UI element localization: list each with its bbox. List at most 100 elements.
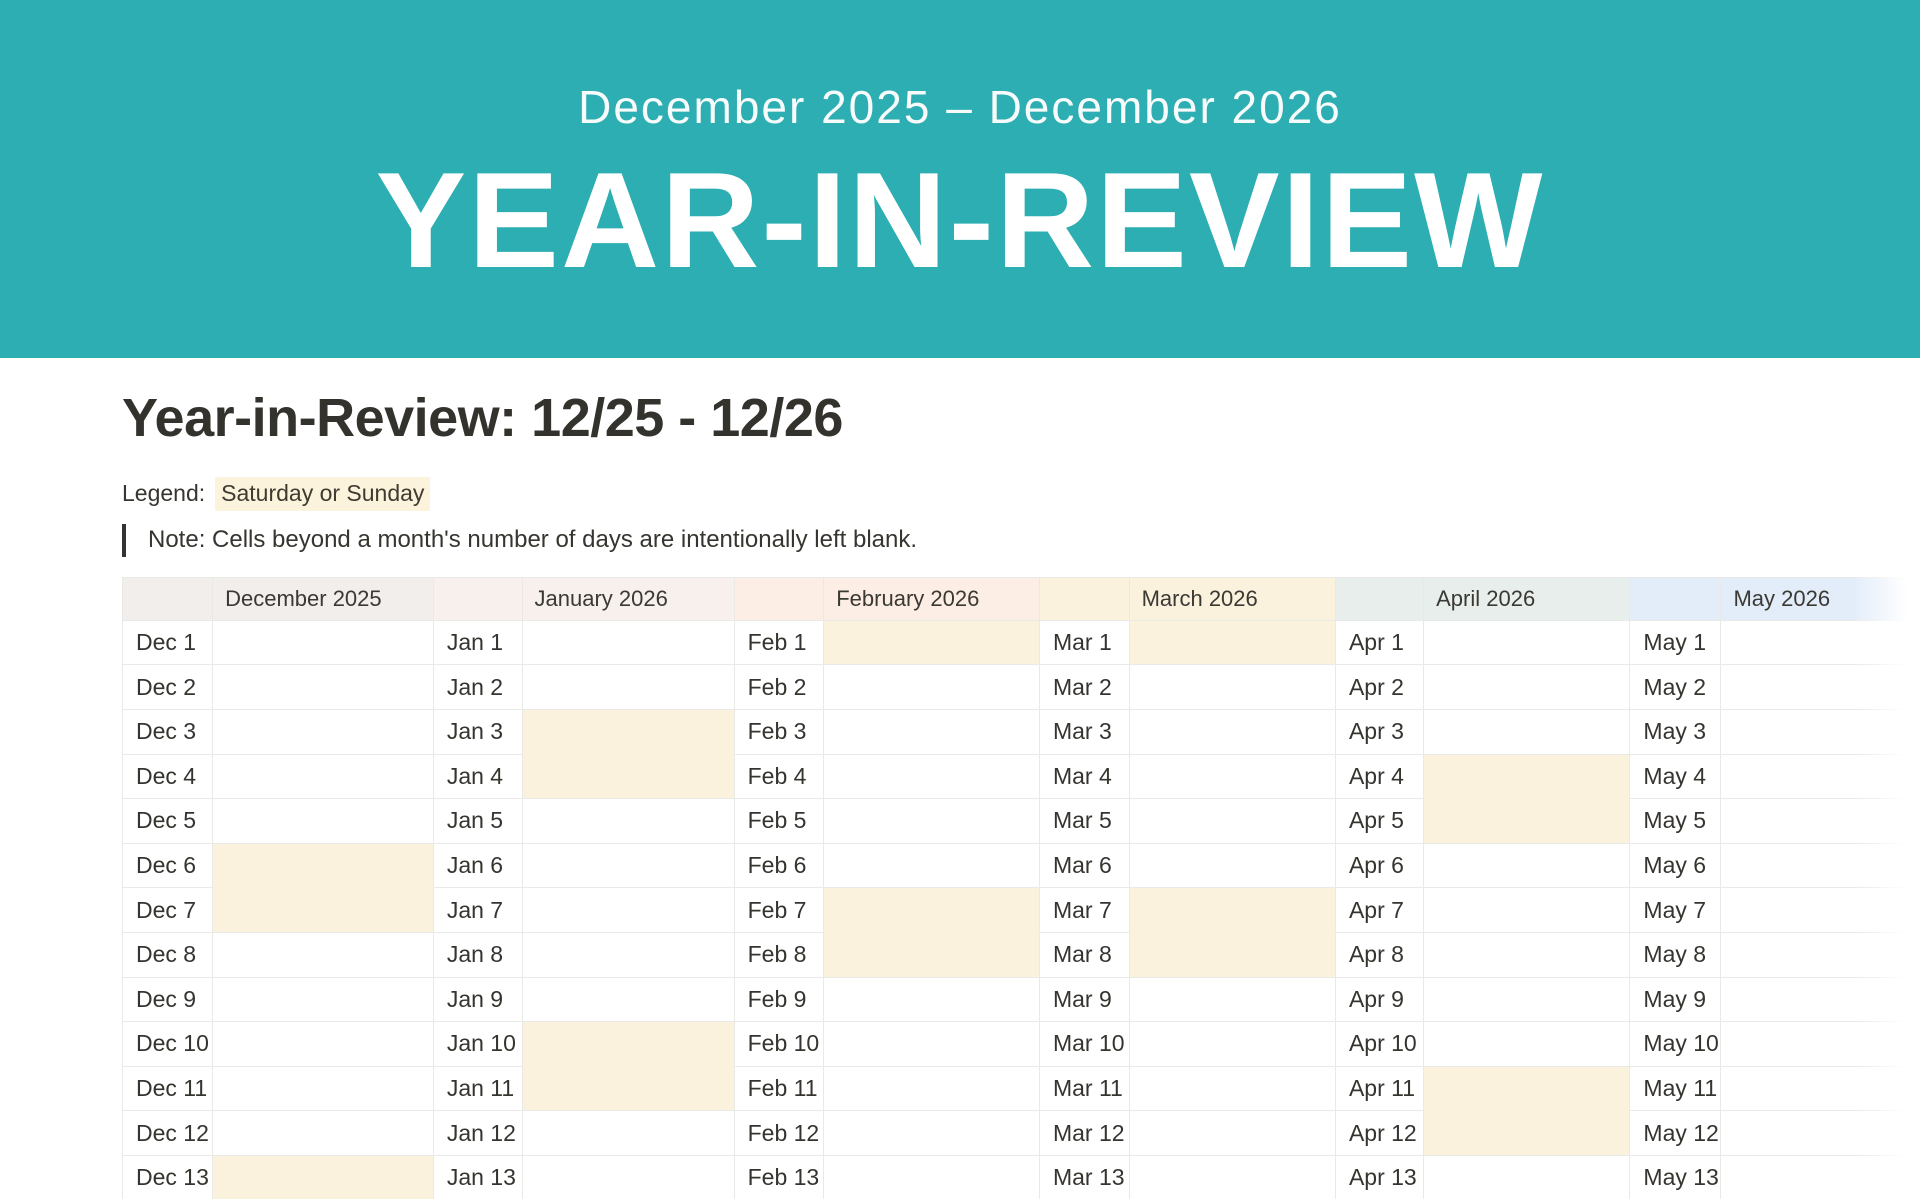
day-label-cell[interactable]: Mar 13 (1039, 1155, 1130, 1199)
day-content-cell[interactable] (1129, 754, 1336, 800)
month-header-cell[interactable]: December 2025 (213, 577, 434, 621)
day-label-cell[interactable]: Dec 8 (123, 932, 214, 978)
day-content-cell[interactable] (1424, 665, 1631, 710)
day-content-cell[interactable] (213, 843, 434, 889)
day-content-cell[interactable] (1424, 799, 1631, 844)
day-content-cell[interactable] (1129, 1111, 1336, 1156)
day-label-cell[interactable]: Apr 12 (1335, 1111, 1425, 1156)
day-label-cell[interactable]: Jan 12 (433, 1111, 523, 1156)
day-content-cell[interactable] (1721, 620, 1920, 666)
day-content-cell[interactable] (1721, 977, 1920, 1023)
day-content-cell[interactable] (1721, 843, 1920, 889)
day-content-cell[interactable] (824, 754, 1040, 800)
day-content-cell[interactable] (1721, 665, 1920, 710)
day-label-cell[interactable]: Dec 13 (123, 1155, 214, 1199)
month-header-spacer-cell[interactable] (1630, 577, 1722, 621)
day-content-cell[interactable] (1721, 799, 1920, 844)
day-content-cell[interactable] (1721, 1111, 1920, 1156)
day-label-cell[interactable]: Feb 12 (734, 1111, 825, 1156)
day-label-cell[interactable]: Feb 6 (734, 843, 825, 889)
day-content-cell[interactable] (1129, 932, 1336, 978)
day-content-cell[interactable] (522, 665, 735, 710)
day-content-cell[interactable] (1721, 888, 1920, 933)
day-content-cell[interactable] (522, 799, 735, 844)
day-content-cell[interactable] (213, 665, 434, 710)
day-label-cell[interactable]: Feb 8 (734, 932, 825, 978)
day-content-cell[interactable] (1424, 932, 1631, 978)
day-label-cell[interactable]: Feb 9 (734, 977, 825, 1023)
day-label-cell[interactable]: Apr 9 (1335, 977, 1425, 1023)
day-label-cell[interactable]: Jan 7 (433, 888, 523, 933)
day-label-cell[interactable]: Apr 13 (1335, 1155, 1425, 1199)
month-header-spacer-cell[interactable] (1335, 577, 1425, 621)
day-content-cell[interactable] (824, 709, 1040, 755)
day-content-cell[interactable] (522, 888, 735, 933)
day-content-cell[interactable] (1424, 1155, 1631, 1199)
day-content-cell[interactable] (1424, 888, 1631, 933)
day-label-cell[interactable]: Mar 12 (1039, 1111, 1130, 1156)
month-header-cell[interactable]: April 2026 (1424, 577, 1631, 621)
day-label-cell[interactable]: Feb 3 (734, 709, 825, 755)
day-label-cell[interactable]: Jan 6 (433, 843, 523, 889)
day-content-cell[interactable] (1129, 709, 1336, 755)
day-content-cell[interactable] (213, 620, 434, 666)
day-content-cell[interactable] (1129, 1066, 1336, 1112)
day-content-cell[interactable] (522, 620, 735, 666)
day-content-cell[interactable] (1424, 709, 1631, 755)
day-content-cell[interactable] (1129, 665, 1336, 710)
day-label-cell[interactable]: May 13 (1630, 1155, 1722, 1199)
day-content-cell[interactable] (824, 1155, 1040, 1199)
day-label-cell[interactable]: May 12 (1630, 1111, 1722, 1156)
day-label-cell[interactable]: Apr 5 (1335, 799, 1425, 844)
day-label-cell[interactable]: Dec 7 (123, 888, 214, 933)
day-content-cell[interactable] (1424, 1111, 1631, 1156)
day-label-cell[interactable]: Mar 3 (1039, 709, 1130, 755)
day-content-cell[interactable] (824, 799, 1040, 844)
day-label-cell[interactable]: May 5 (1630, 799, 1722, 844)
day-content-cell[interactable] (1129, 620, 1336, 666)
month-header-cell[interactable]: February 2026 (824, 577, 1040, 621)
day-content-cell[interactable] (522, 709, 735, 755)
day-label-cell[interactable]: May 9 (1630, 977, 1722, 1023)
day-label-cell[interactable]: Feb 2 (734, 665, 825, 710)
day-content-cell[interactable] (522, 843, 735, 889)
day-content-cell[interactable] (824, 977, 1040, 1023)
day-content-cell[interactable] (522, 1111, 735, 1156)
day-label-cell[interactable]: Feb 4 (734, 754, 825, 800)
day-label-cell[interactable]: May 11 (1630, 1066, 1722, 1112)
day-content-cell[interactable] (1424, 977, 1631, 1023)
day-content-cell[interactable] (1721, 709, 1920, 755)
day-label-cell[interactable]: Mar 1 (1039, 620, 1130, 666)
day-content-cell[interactable] (824, 888, 1040, 933)
day-label-cell[interactable]: Apr 1 (1335, 620, 1425, 666)
day-label-cell[interactable]: Dec 12 (123, 1111, 214, 1156)
month-header-cell[interactable]: May 2026 (1721, 577, 1920, 621)
day-label-cell[interactable]: Dec 10 (123, 1022, 214, 1067)
day-label-cell[interactable]: Feb 7 (734, 888, 825, 933)
day-label-cell[interactable]: May 10 (1630, 1022, 1722, 1067)
day-content-cell[interactable] (824, 843, 1040, 889)
day-label-cell[interactable]: May 4 (1630, 754, 1722, 800)
day-content-cell[interactable] (1721, 1022, 1920, 1067)
month-header-cell[interactable]: March 2026 (1129, 577, 1336, 621)
day-label-cell[interactable]: May 1 (1630, 620, 1722, 666)
month-header-spacer-cell[interactable] (433, 577, 523, 621)
day-label-cell[interactable]: Dec 6 (123, 843, 214, 889)
day-content-cell[interactable] (1424, 620, 1631, 666)
day-content-cell[interactable] (1129, 888, 1336, 933)
day-content-cell[interactable] (1424, 843, 1631, 889)
day-content-cell[interactable] (824, 620, 1040, 666)
day-content-cell[interactable] (213, 754, 434, 800)
month-header-spacer-cell[interactable] (734, 577, 825, 621)
day-label-cell[interactable]: May 2 (1630, 665, 1722, 710)
day-content-cell[interactable] (1424, 1022, 1631, 1067)
day-label-cell[interactable]: May 7 (1630, 888, 1722, 933)
day-content-cell[interactable] (824, 1022, 1040, 1067)
day-label-cell[interactable]: Jan 5 (433, 799, 523, 844)
day-content-cell[interactable] (824, 1066, 1040, 1112)
day-label-cell[interactable]: Dec 5 (123, 799, 214, 844)
day-label-cell[interactable]: Mar 5 (1039, 799, 1130, 844)
month-header-cell[interactable]: January 2026 (522, 577, 735, 621)
day-label-cell[interactable]: Dec 4 (123, 754, 214, 800)
day-content-cell[interactable] (824, 1111, 1040, 1156)
